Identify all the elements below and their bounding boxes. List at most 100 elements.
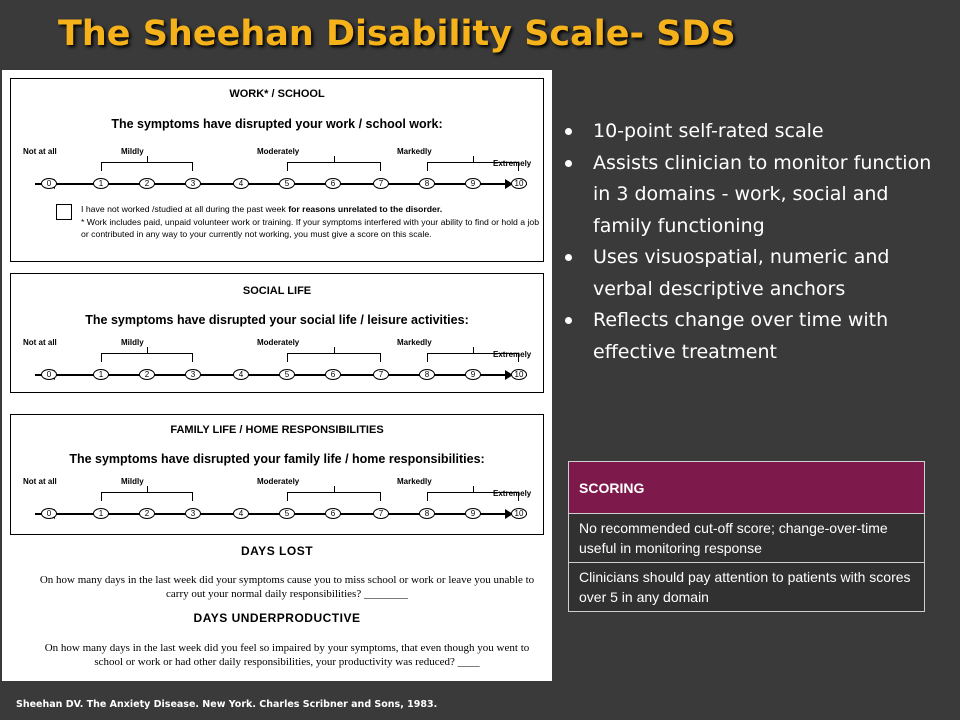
scale-point-2: 2 xyxy=(139,508,155,519)
scale-point-9: 9 xyxy=(465,508,481,519)
scale-bracket xyxy=(427,162,519,171)
scale-point-0: 0 xyxy=(41,508,57,519)
scale-point-6: 6 xyxy=(325,508,341,519)
scale-point-3: 3 xyxy=(185,369,201,380)
bullet-list: 10-point self-rated scale Assists clinic… xyxy=(560,116,950,368)
scale-label-not-at-all: Not at all xyxy=(23,477,57,486)
social-life-question: The symptoms have disrupted your social … xyxy=(85,313,469,327)
right-arrow-icon xyxy=(505,509,513,519)
right-arrow-icon xyxy=(505,370,513,380)
scale-bracket xyxy=(427,353,519,362)
scale-bracket-tick xyxy=(147,347,149,353)
scale-bracket-tick xyxy=(334,347,336,353)
work-school-question: The symptoms have disrupted your work / … xyxy=(111,117,443,131)
scale-point-6: 6 xyxy=(325,369,341,380)
scale-point-6: 6 xyxy=(325,178,341,189)
work-note: I have not worked /studied at all during… xyxy=(81,204,540,239)
rating-scale: Not at all Mildly Moderately Markedly Extrem… xyxy=(21,477,535,525)
scale-point-1: 1 xyxy=(93,369,109,380)
scale-bracket-tick xyxy=(473,486,475,492)
social-life-title: SOCIAL LIFE xyxy=(242,285,312,297)
scale-point-8: 8 xyxy=(419,178,435,189)
scale-point-9: 9 xyxy=(465,369,481,380)
scale-label-mildly: Mildly xyxy=(121,147,144,156)
scale-label-mildly: Mildly xyxy=(121,338,144,347)
days-lost-question: On how many days in the last week did yo… xyxy=(39,574,535,600)
scale-point-5: 5 xyxy=(279,178,295,189)
scale-label-extremely: Extremely xyxy=(493,489,532,498)
days-underproductive-question: On how many days in the last week did yo… xyxy=(44,642,530,668)
scale-label-moderately: Moderately xyxy=(257,477,300,486)
scale-point-5: 5 xyxy=(279,369,295,380)
scale-label-not-at-all: Not at all xyxy=(23,338,57,347)
bullet-dot-icon xyxy=(565,128,572,135)
scale-bracket-tick xyxy=(147,486,149,492)
slide-title: The Sheehan Disability Scale- SDS xyxy=(58,14,736,54)
scale-label-markedly: Markedly xyxy=(397,338,432,347)
scale-point-2: 2 xyxy=(139,369,155,380)
days-underproductive-heading: DAYS UNDERPRODUCTIVE xyxy=(193,611,361,625)
scale-bracket-tick xyxy=(334,156,336,162)
bullet-dot-icon xyxy=(565,317,572,324)
bullet-dot-icon xyxy=(565,254,572,261)
scale-point-2: 2 xyxy=(139,178,155,189)
scale-point-1: 1 xyxy=(93,178,109,189)
family-life-section: FAMILY LIFE / HOME RESPONSIBILITIES The … xyxy=(10,414,544,535)
scale-point-4: 4 xyxy=(233,178,249,189)
scale-bracket xyxy=(427,492,519,501)
work-school-section: WORK* / SCHOOL The symptoms have disrupt… xyxy=(10,78,544,262)
scale-bracket xyxy=(101,353,193,362)
scale-label-moderately: Moderately xyxy=(257,338,300,347)
scale-point-8: 8 xyxy=(419,508,435,519)
bullet-item: 10-point self-rated scale xyxy=(560,116,950,148)
scale-bracket xyxy=(287,492,381,501)
sds-form-image: WORK* / SCHOOL The symptoms have disrupt… xyxy=(2,70,552,681)
rating-scale: Not at all Mildly Moderately Markedly Extrem… xyxy=(21,147,535,195)
scale-label-moderately: Moderately xyxy=(257,147,300,156)
scale-bracket xyxy=(287,162,381,171)
scale-point-1: 1 xyxy=(93,508,109,519)
not-worked-checkbox xyxy=(56,204,72,220)
scale-point-10: 10 xyxy=(511,178,527,189)
scale-point-3: 3 xyxy=(185,178,201,189)
bullet-item: Assists clinician to monitor function in… xyxy=(560,148,950,243)
scale-point-7: 7 xyxy=(373,178,389,189)
scale-label-extremely: Extremely xyxy=(493,350,532,359)
scale-bracket xyxy=(101,492,193,501)
scale-point-7: 7 xyxy=(373,508,389,519)
scale-point-0: 0 xyxy=(41,369,57,380)
scale-label-markedly: Markedly xyxy=(397,147,432,156)
scale-point-7: 7 xyxy=(373,369,389,380)
rating-scale: Not at all Mildly Moderately Markedly Extrem… xyxy=(21,338,535,386)
scale-point-10: 10 xyxy=(511,508,527,519)
days-lost-heading: DAYS LOST xyxy=(240,544,314,558)
bullet-item: Uses visuospatial, numeric and verbal de… xyxy=(560,242,950,305)
scale-label-mildly: Mildly xyxy=(121,477,144,486)
scale-bracket-tick xyxy=(147,156,149,162)
bullet-item: Reflects change over time with effective… xyxy=(560,305,950,368)
scoring-row: Clinicians should pay attention to patie… xyxy=(568,562,925,612)
scoring-table: SCORING No recommended cut-off score; ch… xyxy=(568,461,925,612)
family-life-title: FAMILY LIFE / HOME RESPONSIBILITIES xyxy=(170,424,384,436)
scale-point-9: 9 xyxy=(465,178,481,189)
scale-label-not-at-all: Not at all xyxy=(23,147,57,156)
scale-bracket-tick xyxy=(473,347,475,353)
scale-point-5: 5 xyxy=(279,508,295,519)
scoring-header: SCORING xyxy=(568,461,925,514)
right-arrow-icon xyxy=(505,179,513,189)
family-life-question: The symptoms have disrupted your family … xyxy=(69,452,485,466)
scale-point-3: 3 xyxy=(185,508,201,519)
scale-point-4: 4 xyxy=(233,369,249,380)
scale-point-10: 10 xyxy=(511,369,527,380)
work-school-title: WORK* / SCHOOL xyxy=(229,88,325,100)
scale-point-4: 4 xyxy=(233,508,249,519)
social-life-section: SOCIAL LIFE The symptoms have disrupted … xyxy=(10,273,544,393)
scale-point-8: 8 xyxy=(419,369,435,380)
scale-bracket-tick xyxy=(334,486,336,492)
scale-point-0: 0 xyxy=(41,178,57,189)
scale-label-markedly: Markedly xyxy=(397,477,432,486)
bullet-dot-icon xyxy=(565,159,572,167)
scale-label-extremely: Extremely xyxy=(493,159,532,168)
scale-bracket xyxy=(287,353,381,362)
scoring-row: No recommended cut-off score; change-ove… xyxy=(568,513,925,563)
